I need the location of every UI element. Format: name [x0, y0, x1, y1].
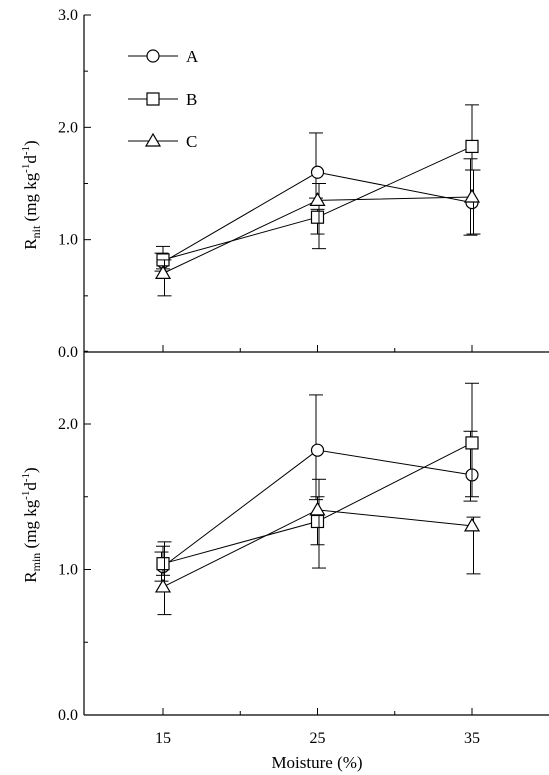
top-panel: 0.0 1.0 2.0 3.0 [58, 7, 481, 361]
top-ylabel: Rnit (mg kg-1d-1) [20, 140, 43, 249]
bottom-panel: 0.0 1.0 2.0 15 25 35 [58, 350, 481, 747]
x-tick-label: 35 [464, 730, 480, 747]
marker-C-top [154, 265, 172, 279]
legend-label-B: B [186, 90, 197, 109]
marker-C-top [309, 192, 326, 206]
legend-label-C: C [186, 132, 197, 151]
marker-A-top [310, 165, 325, 179]
y-tick-label-bottom: 2.0 [58, 416, 78, 433]
x-tick-label: 25 [310, 730, 326, 747]
legend-marker-C [144, 132, 162, 147]
y-tick-label-top: 1.0 [58, 232, 78, 249]
bottom-ylabel: Rmin (mg kg-1d-1) [20, 467, 43, 582]
marker-B-bottom [465, 436, 479, 450]
legend: A B C [128, 47, 199, 151]
marker-C-bottom [463, 517, 481, 532]
y-tick-label-top: 3.0 [58, 7, 78, 24]
x-tick-label: 15 [155, 730, 171, 747]
marker-B-bottom [310, 514, 325, 529]
y-tick-label-top: 2.0 [58, 119, 78, 136]
legend-marker-A [146, 49, 160, 63]
marker-C-bottom [309, 501, 326, 516]
legend-marker-B [146, 92, 160, 106]
y-tick-label-bottom: 1.0 [58, 562, 78, 579]
x-axis-label: Moisture (%) [271, 753, 362, 772]
marker-C-bottom [154, 578, 172, 593]
marker-B-top [310, 210, 325, 224]
marker-B-bottom [156, 557, 170, 571]
marker-B-top [465, 139, 479, 154]
y-tick-label-top: 0.0 [58, 344, 78, 361]
marker-A-bottom [310, 443, 325, 457]
y-tick-label-bottom: 0.0 [58, 707, 78, 724]
marker-C-top [463, 188, 481, 203]
legend-label-A: A [186, 47, 199, 66]
